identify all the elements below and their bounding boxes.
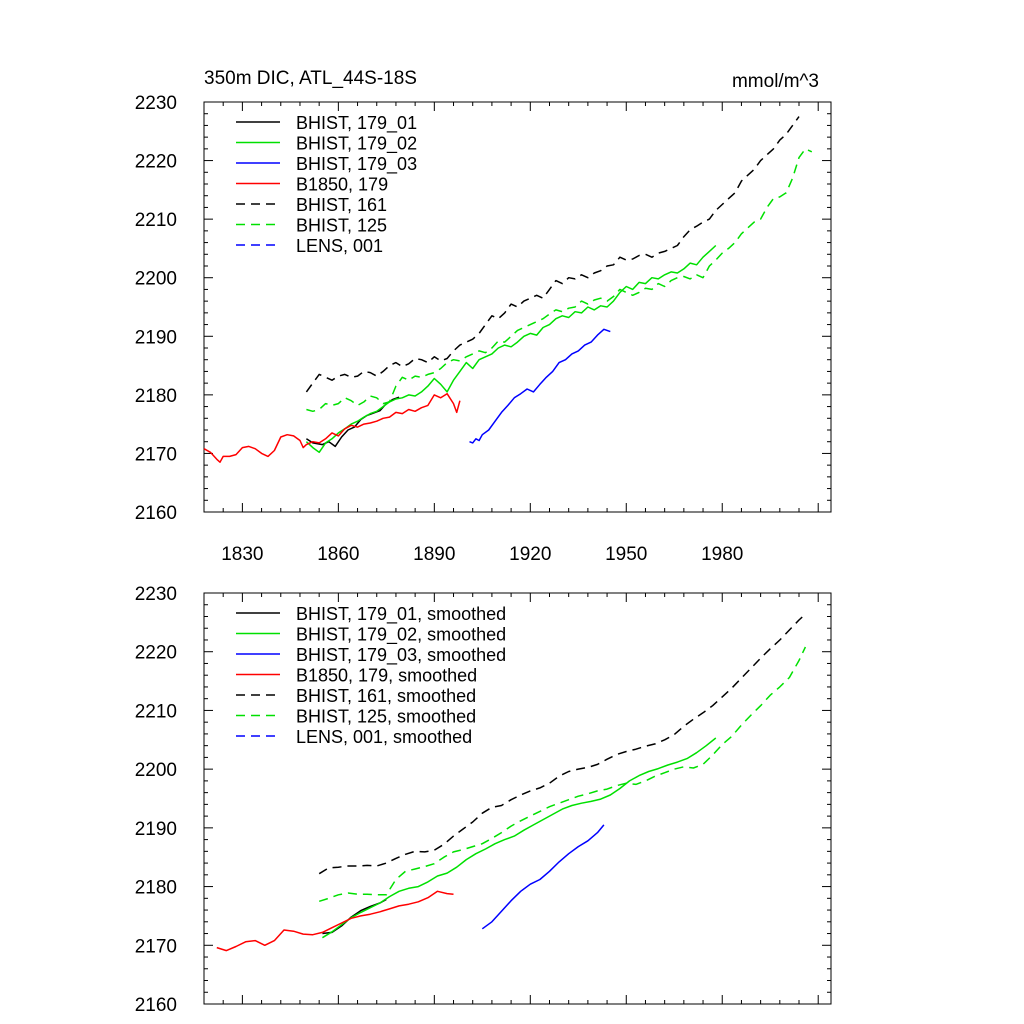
legend-label: BHIST, 179_03	[296, 154, 417, 175]
y-tick-label: 2190	[135, 327, 177, 348]
x-tick-label: 1980	[701, 544, 743, 565]
series-line	[203, 392, 461, 463]
top-plot-area: 2160 2170 2180 2190 2200 2210 2220 2230 1830 1860…	[135, 93, 832, 565]
legend-label: BHIST, 179_02	[296, 134, 417, 155]
x-tick-label: 1950	[605, 544, 647, 565]
legend-label: B1850, 179	[296, 175, 388, 195]
y-tick-label: 2160	[135, 995, 177, 1016]
y-tick-label: 2160	[135, 503, 177, 524]
legend-label: BHIST, 179_03, smoothed	[296, 645, 506, 666]
y-tick-label: 2220	[135, 152, 177, 173]
y-tick-label: 2170	[135, 936, 177, 957]
y-tick-label: 2230	[135, 93, 177, 114]
y-tick-label: 2180	[135, 386, 177, 407]
series-line	[469, 328, 611, 444]
x-tick-label: 1920	[509, 544, 551, 565]
legend-label: LENS, 001, smoothed	[296, 727, 472, 747]
series-line	[481, 824, 605, 930]
legend-label: LENS, 001	[296, 236, 383, 256]
legend-label: BHIST, 179_01	[296, 113, 417, 134]
y-tick-label: 2210	[135, 701, 177, 722]
y-tick-label: 2180	[135, 878, 177, 899]
series-line	[318, 646, 807, 903]
legend-label: BHIST, 125	[296, 216, 387, 236]
x-tick-label: 1830	[221, 544, 263, 565]
legend-label: BHIST, 161, smoothed	[296, 686, 476, 706]
series-line	[318, 616, 803, 875]
series-line	[322, 737, 717, 939]
plot-frame	[203, 101, 832, 513]
top-panel: 2160 2170 2180 2190 2200 2210 2220 2230 1830 1860…	[135, 93, 832, 565]
plot-frame	[203, 592, 832, 1005]
y-tick-label: 2210	[135, 210, 177, 231]
legend-label: BHIST, 179_02, smoothed	[296, 625, 506, 646]
x-tick-label: 1890	[413, 544, 455, 565]
series-line	[306, 148, 813, 413]
y-tick-label: 2200	[135, 760, 177, 781]
legend-label: B1850, 179, smoothed	[296, 666, 477, 686]
legend-label: BHIST, 161	[296, 195, 387, 215]
series-line	[305, 244, 717, 454]
bottom-panel: 2160 2170 2180 2190 2200 2210 2220 2230 BHIST, 1…	[135, 584, 832, 1016]
y-tick-label: 2190	[135, 819, 177, 840]
legend-label: BHIST, 125, smoothed	[296, 707, 476, 727]
y-tick-label: 2230	[135, 584, 177, 605]
chart-units: mmol/m^3	[732, 71, 819, 92]
x-tick-label: 1860	[317, 544, 359, 565]
y-tick-label: 2170	[135, 444, 177, 465]
bottom-plot-area: 2160 2170 2180 2190 2200 2210 2220 2230 BHIST, 1…	[135, 584, 832, 1016]
chart-title: 350m DIC, ATL_44S-18S	[204, 68, 417, 89]
series-line	[216, 890, 454, 952]
legend-label: BHIST, 179_01, smoothed	[296, 604, 506, 625]
y-tick-label: 2200	[135, 269, 177, 290]
y-tick-label: 2220	[135, 643, 177, 664]
